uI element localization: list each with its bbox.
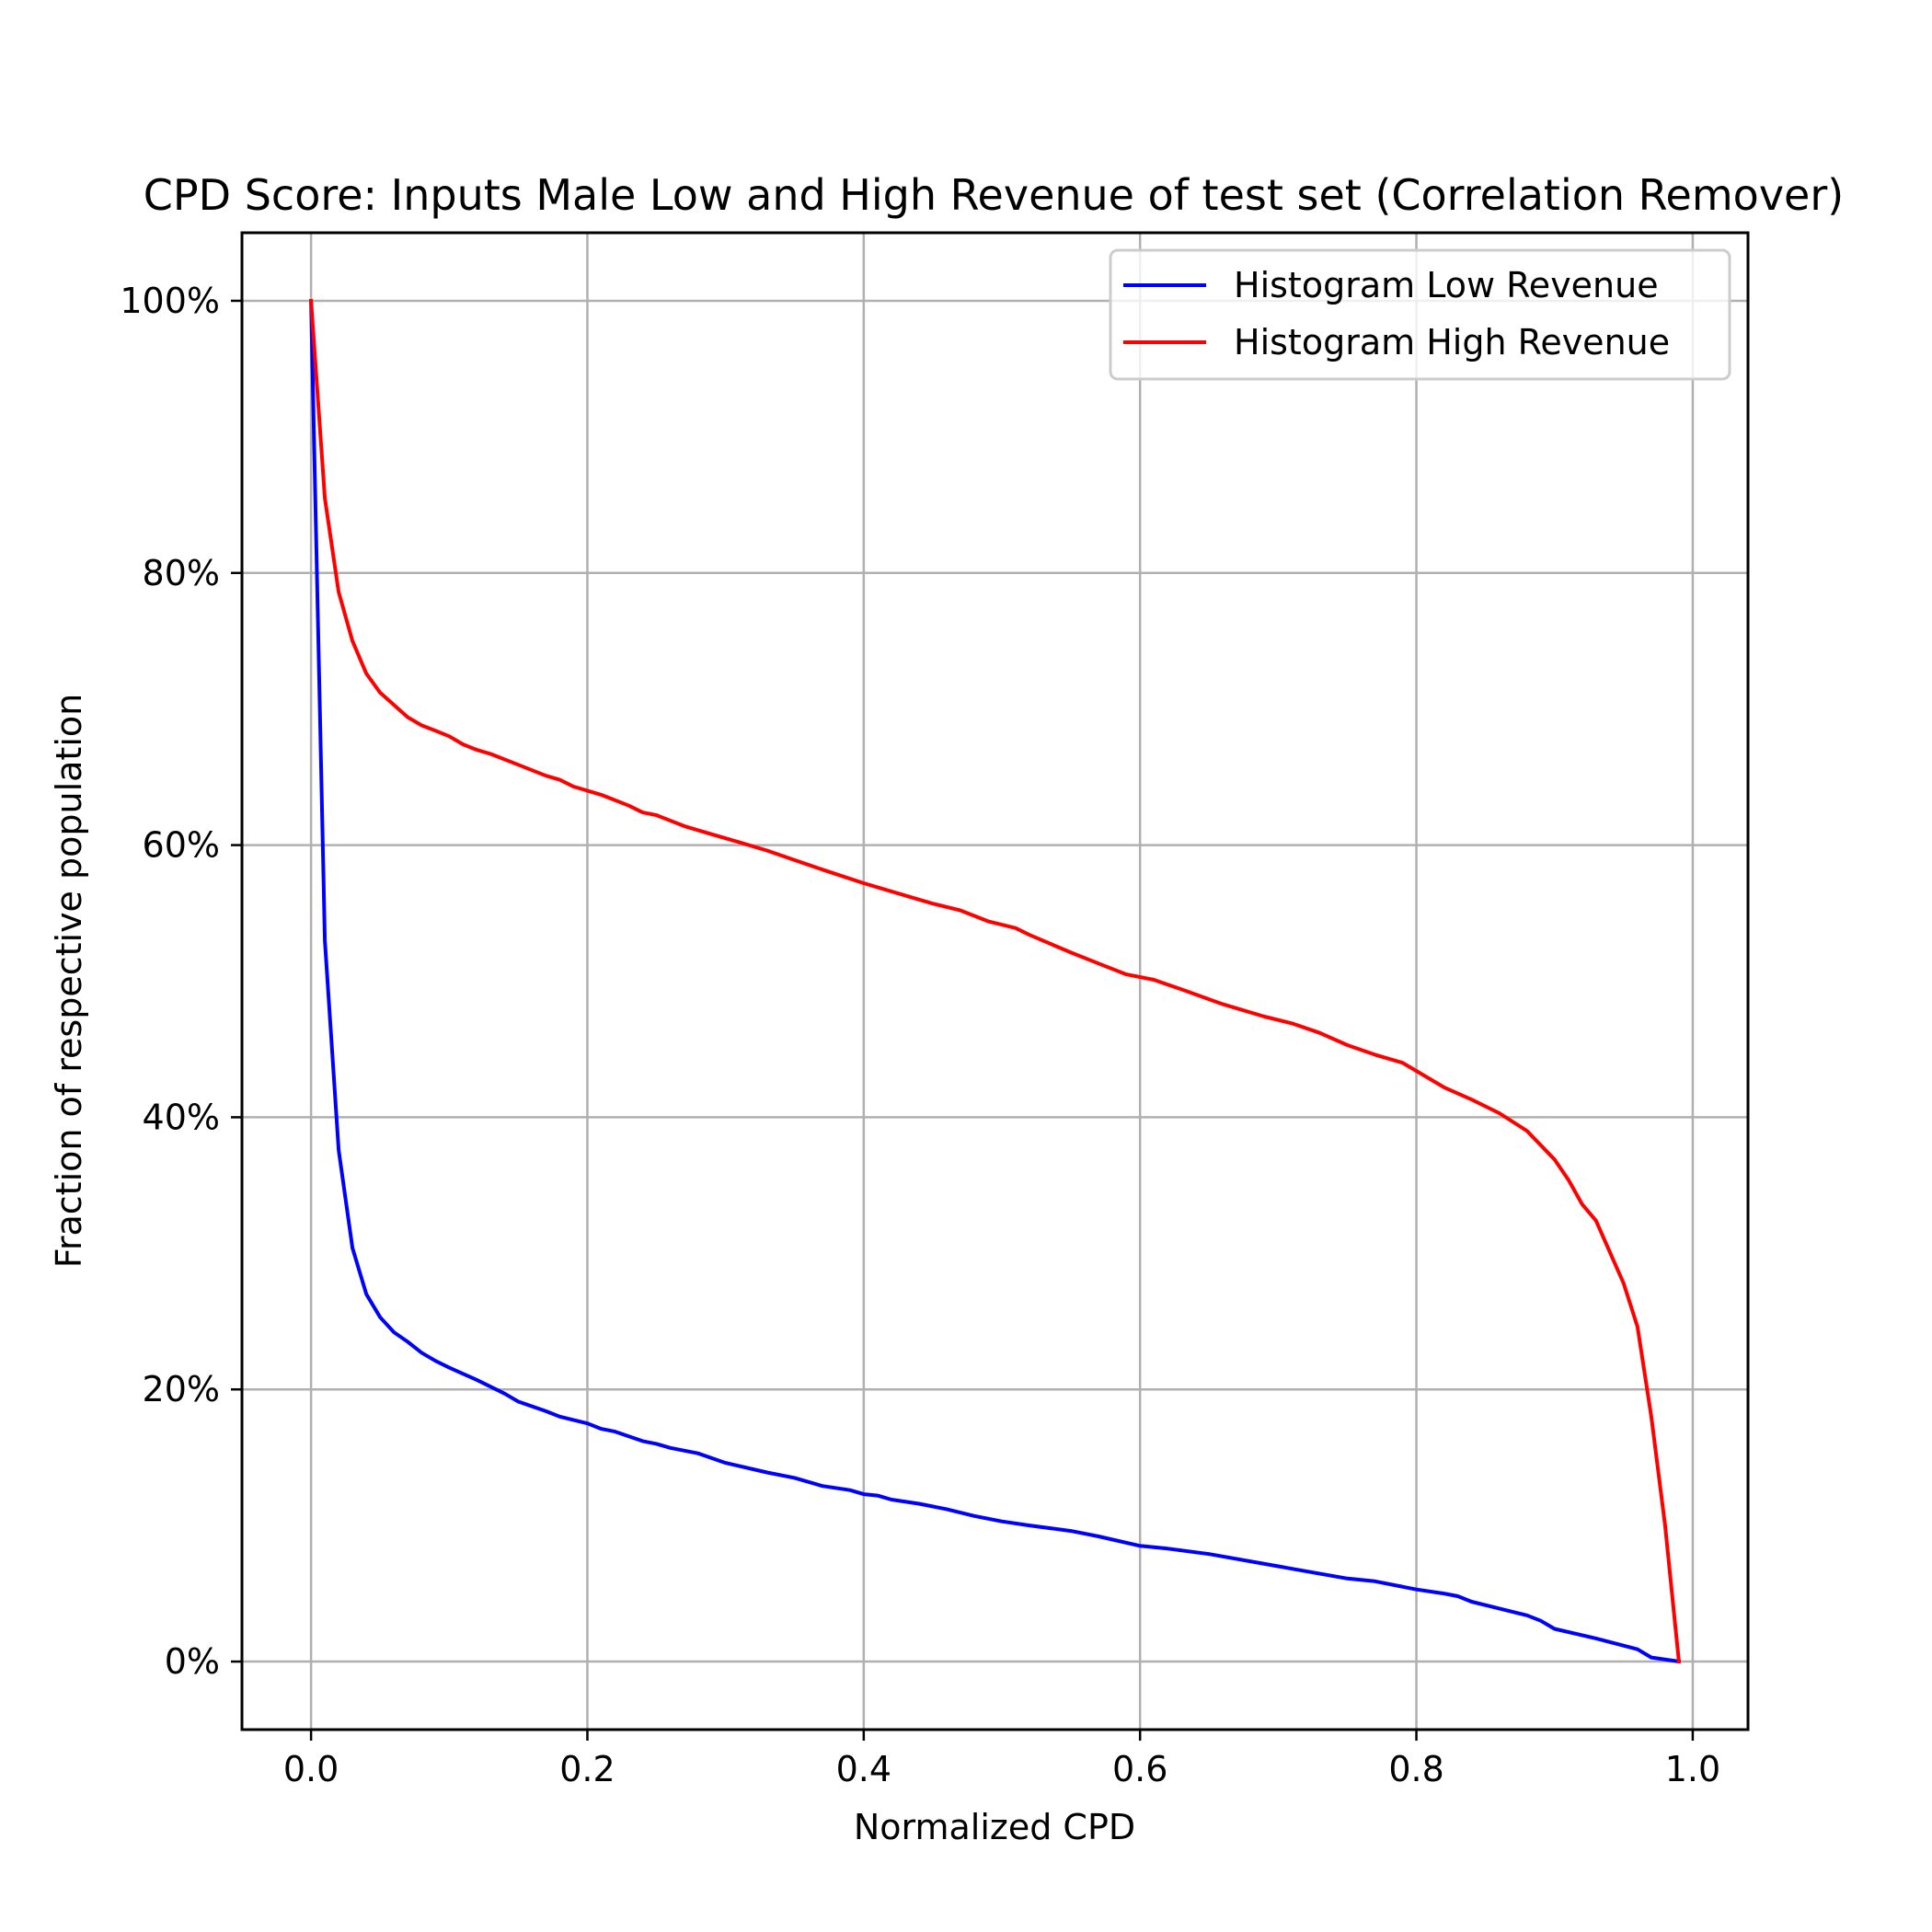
legend-label-high-revenue: Histogram High Revenue [1234,322,1670,362]
x-tick-label: 0.4 [836,1749,891,1789]
x-tick-label: 1.0 [1665,1749,1720,1789]
x-axis: 0.0 0.2 0.4 0.6 0.8 1.0 [283,1730,1720,1789]
x-tick-label: 0.0 [283,1749,339,1789]
series-line-low-revenue [309,298,1682,1664]
x-tick-label: 0.6 [1112,1749,1167,1789]
y-tick-label: 0% [165,1641,220,1682]
y-tick-label: 80% [143,553,220,593]
y-tick-label: 20% [143,1369,220,1409]
series-lines [308,298,1682,1664]
legend: Histogram Low Revenue Histogram High Rev… [1109,248,1731,381]
legend-box [1109,248,1731,381]
plot-area-frame [240,231,1750,1731]
y-tick-label: 100% [120,281,220,321]
grid [242,233,1748,1730]
x-tick-label: 0.2 [559,1749,615,1789]
chart-title: CPD Score: Inputs Male Low and High Reve… [144,170,1844,220]
y-tick-label: 40% [143,1097,220,1137]
y-axis-label: Fraction of respective population [49,694,89,1268]
legend-label-low-revenue: Histogram Low Revenue [1234,265,1659,305]
x-tick-label: 0.8 [1388,1749,1443,1789]
y-axis: 0% 20% 40% 60% 80% 100% [120,281,242,1682]
x-axis-label: Normalized CPD [854,1807,1135,1847]
y-tick-label: 60% [143,825,220,866]
series-line-high-revenue [308,298,1682,1664]
